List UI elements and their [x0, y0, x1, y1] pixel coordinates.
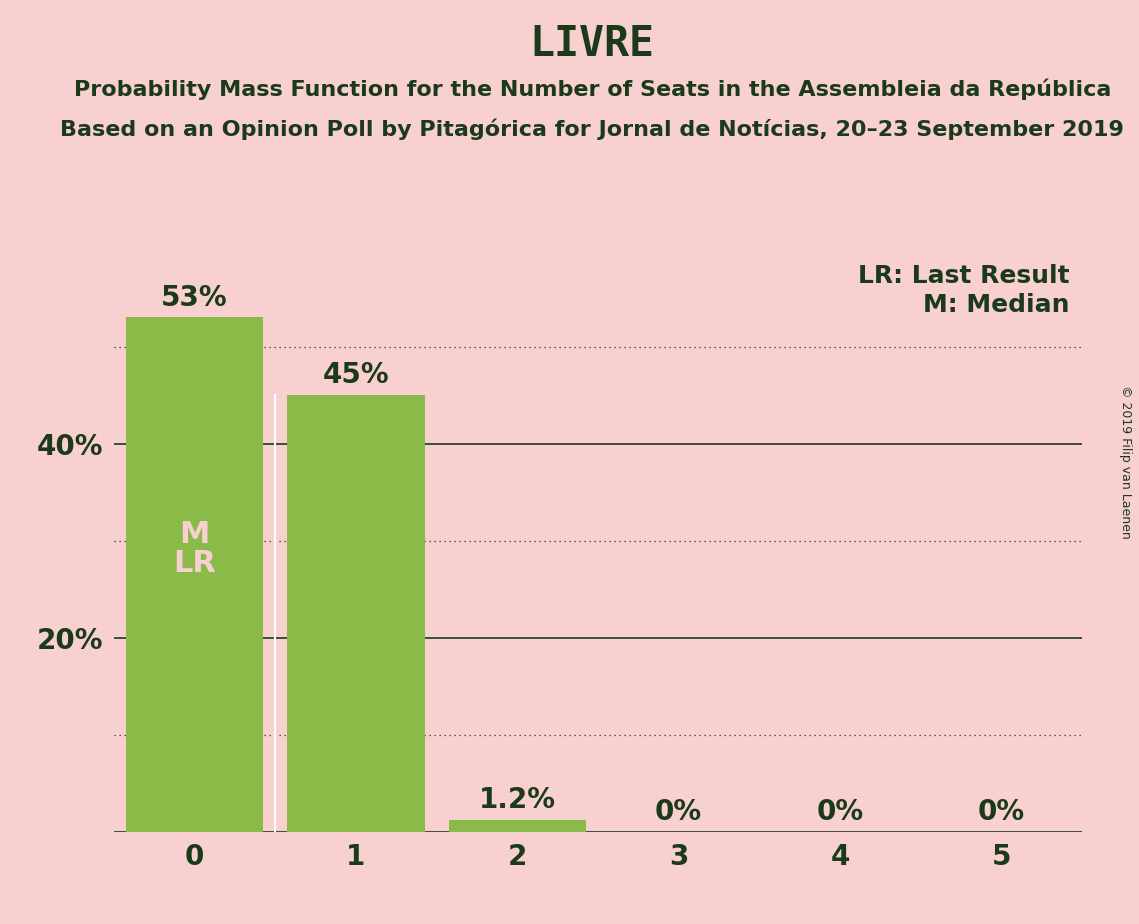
Text: © 2019 Filip van Laenen: © 2019 Filip van Laenen [1118, 385, 1132, 539]
Text: 0%: 0% [817, 797, 863, 826]
Bar [449, 820, 585, 832]
Text: 45%: 45% [322, 361, 390, 389]
Text: M: Median: M: Median [923, 293, 1070, 317]
Bar [287, 395, 425, 832]
Text: 0%: 0% [977, 797, 1025, 826]
Text: M: M [179, 520, 210, 549]
Text: 0%: 0% [655, 797, 703, 826]
Text: 1.2%: 1.2% [478, 786, 556, 814]
Text: LIVRE: LIVRE [530, 23, 655, 65]
Text: Based on an Opinion Poll by Pitagórica for Jornal de Notícias, 20–23 September 2: Based on an Opinion Poll by Pitagórica f… [60, 118, 1124, 140]
Text: LR: LR [173, 549, 216, 578]
Bar [126, 318, 263, 832]
Text: 53%: 53% [162, 284, 228, 311]
Text: Probability Mass Function for the Number of Seats in the Assembleia da República: Probability Mass Function for the Number… [74, 79, 1111, 100]
Text: LR: Last Result: LR: Last Result [858, 264, 1070, 288]
